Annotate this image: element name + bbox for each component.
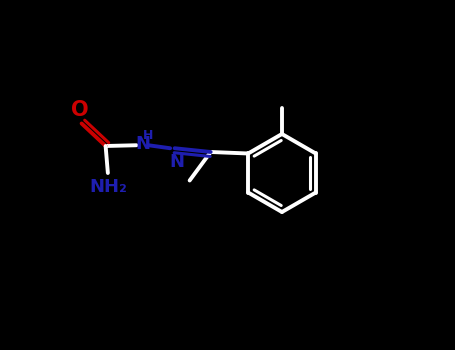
Text: H: H xyxy=(143,129,154,142)
Text: N: N xyxy=(169,154,184,172)
Text: N: N xyxy=(135,135,150,153)
Text: NH₂: NH₂ xyxy=(90,177,127,196)
Text: O: O xyxy=(71,100,88,120)
